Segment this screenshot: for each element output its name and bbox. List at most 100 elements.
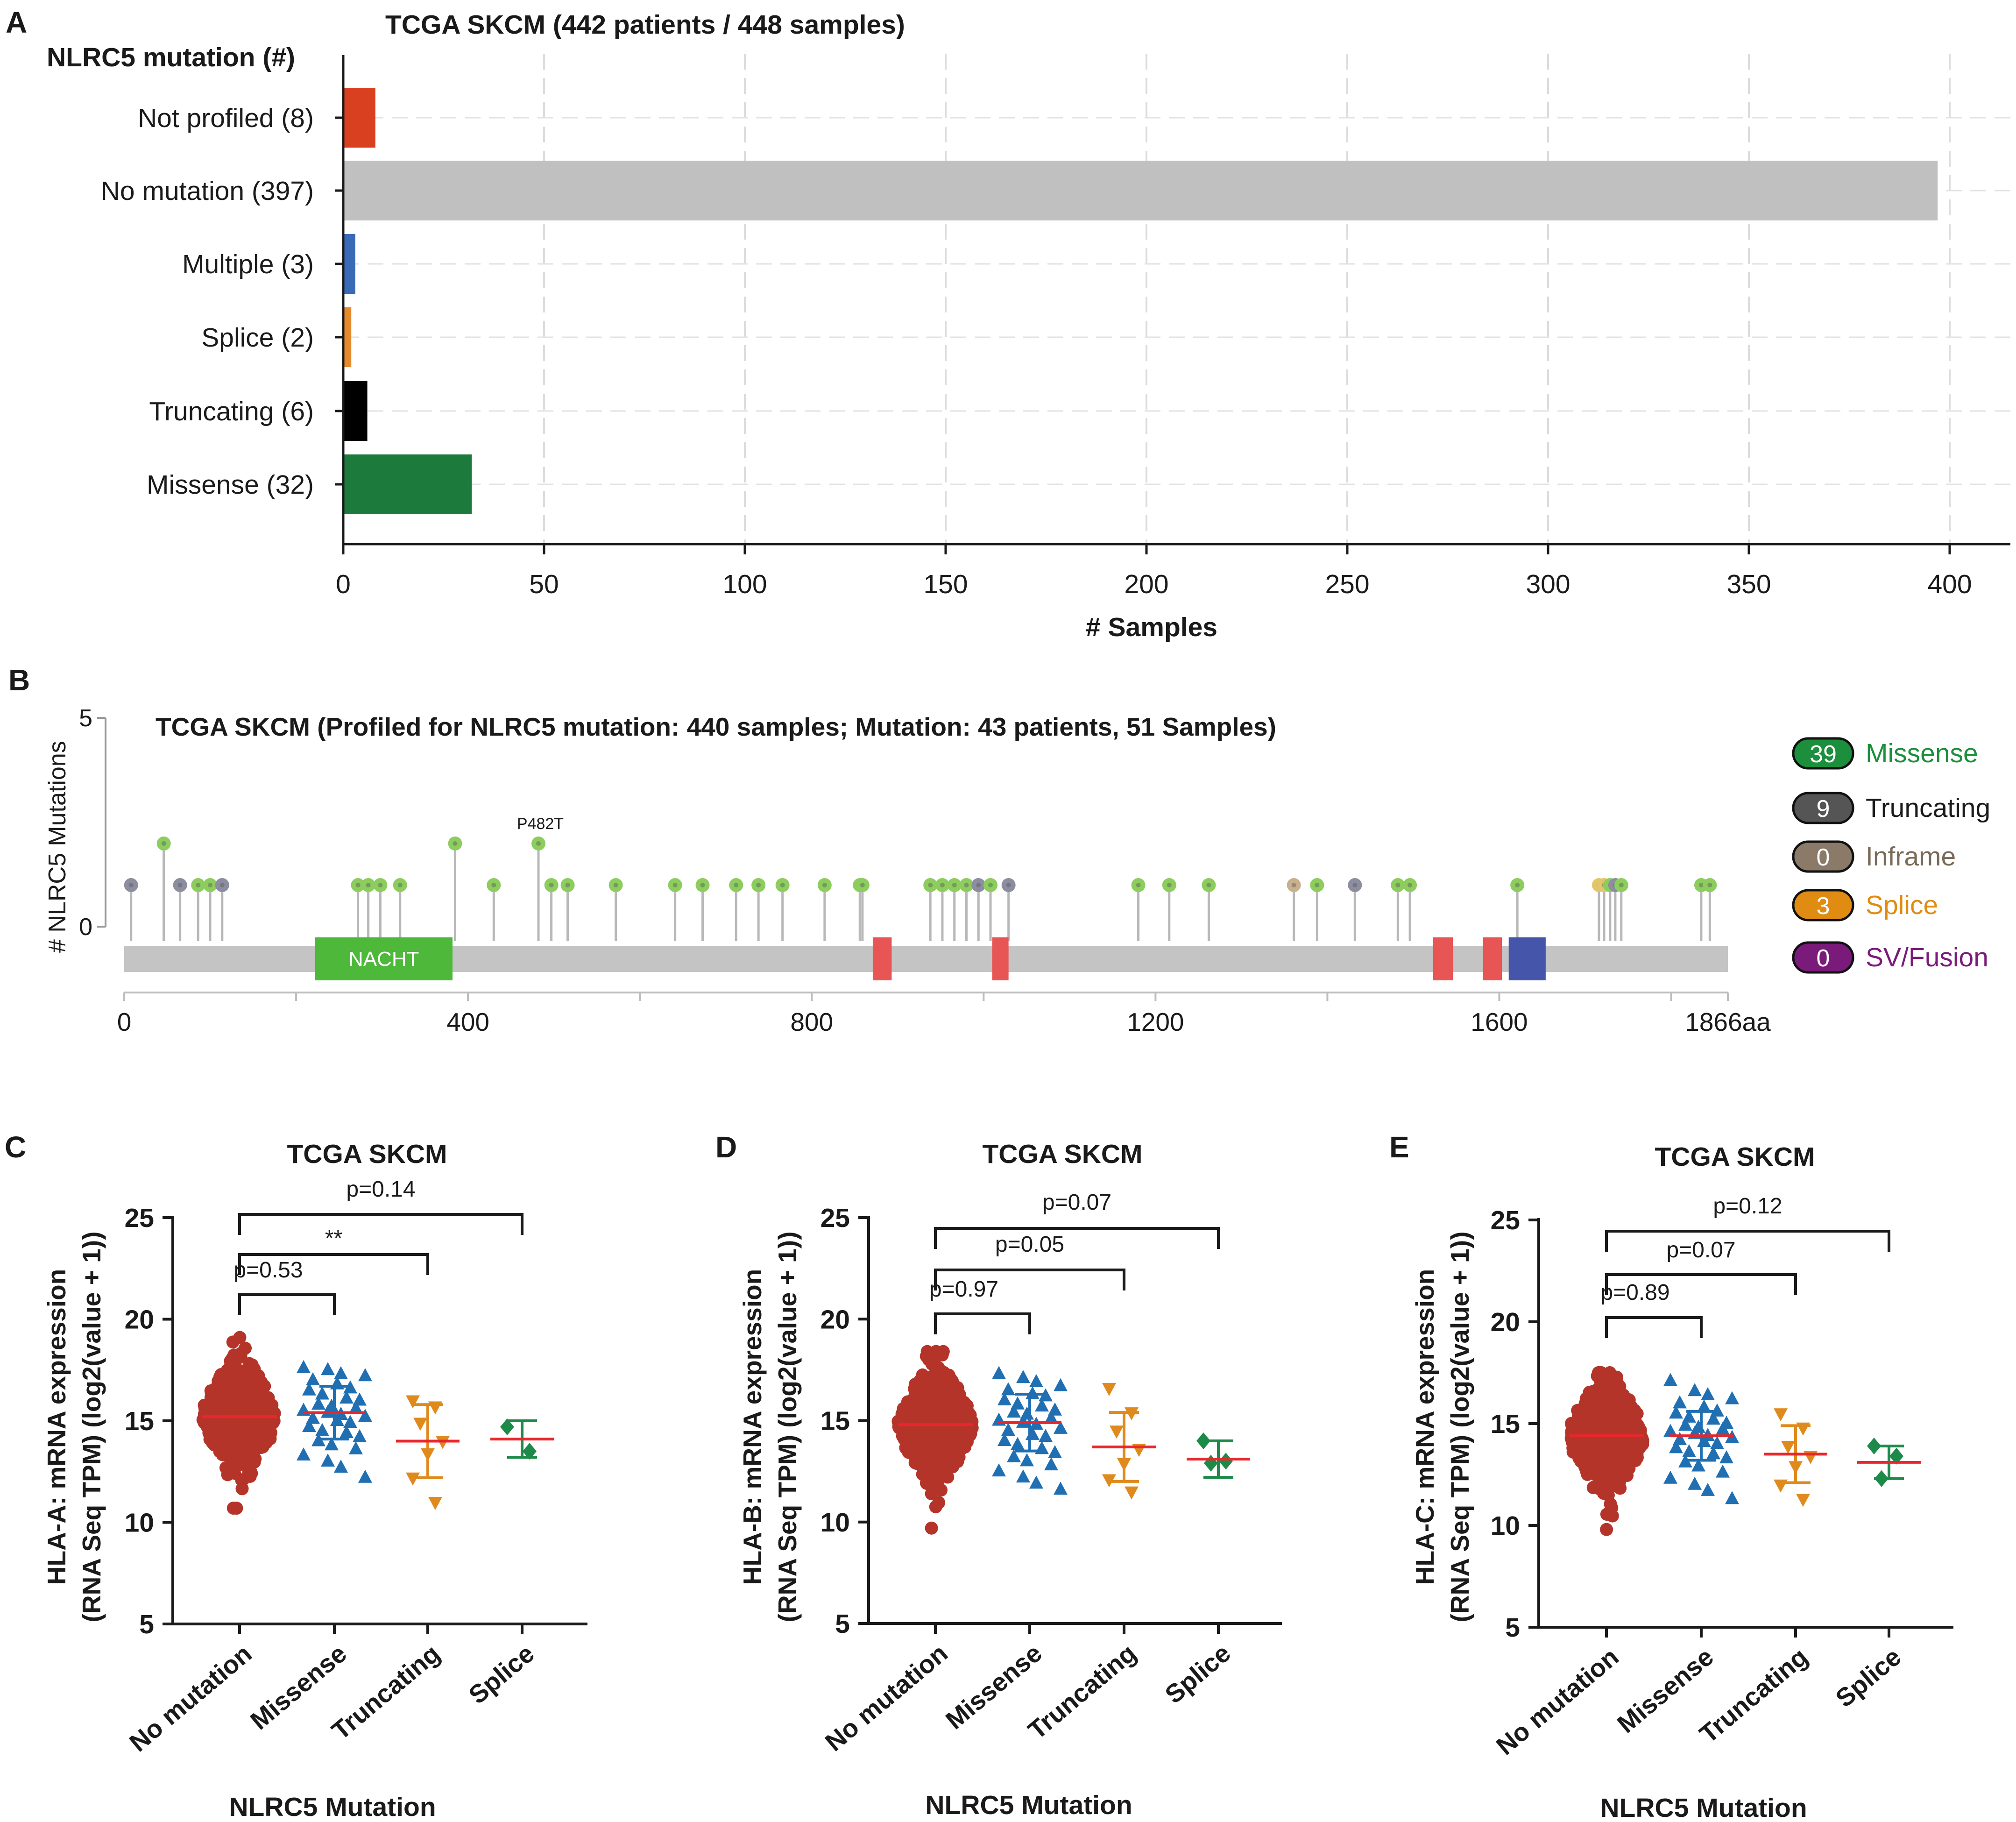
legend-badge xyxy=(1792,792,1854,824)
domain-label: NACHT xyxy=(348,948,419,971)
domain-region xyxy=(1508,937,1546,980)
lollipop-center xyxy=(952,883,957,887)
panel-title: TCGA SKCM xyxy=(287,1139,447,1169)
data-point xyxy=(937,1366,951,1379)
data-point xyxy=(297,1447,311,1460)
y-tick-label: 10 xyxy=(1491,1511,1520,1541)
x-tick-label: No mutation xyxy=(820,1638,953,1757)
legend-badge xyxy=(1792,737,1854,770)
data-point xyxy=(1682,1444,1696,1458)
lollipop-head xyxy=(1403,878,1417,892)
lollipop-center xyxy=(453,841,458,846)
data-point xyxy=(255,1413,269,1426)
data-point xyxy=(1725,1491,1739,1504)
y-tick-label: 10 xyxy=(821,1508,850,1538)
data-point xyxy=(1701,1482,1715,1496)
x-tick-label: 350 xyxy=(1726,569,1771,599)
category-label: Splice (2) xyxy=(201,323,314,353)
domain-region xyxy=(1483,937,1502,980)
lollipop-head xyxy=(531,837,546,851)
legend-count: 0 xyxy=(1817,945,1830,972)
data-point xyxy=(220,1425,234,1439)
data-point xyxy=(302,1382,316,1396)
data-point xyxy=(1597,1463,1610,1477)
y-tick-label: 0 xyxy=(79,914,92,941)
data-point xyxy=(1781,1440,1795,1454)
lollipop-center xyxy=(613,883,618,887)
panel-c: C TCGA SKCM HLA-A: mRNA expression (RNA Seq… xyxy=(5,1130,587,1822)
y-tick-label: 5 xyxy=(1505,1613,1520,1643)
lollipop-head xyxy=(124,878,138,892)
x-tick-label: No mutation xyxy=(1491,1642,1624,1761)
lollipop-head xyxy=(544,878,559,892)
data-point xyxy=(954,1439,968,1453)
data-point xyxy=(1622,1419,1635,1432)
y-tick-label: 20 xyxy=(821,1304,850,1334)
lollipop-head xyxy=(959,878,974,892)
legend-badge xyxy=(1792,840,1854,873)
panel-a-ylabel: NLRC5 mutation (#) xyxy=(47,43,295,72)
lollipop-center xyxy=(700,883,705,887)
data-point xyxy=(1611,1452,1624,1465)
bar xyxy=(343,381,368,441)
lollipop-head xyxy=(156,837,171,851)
data-point xyxy=(221,1363,234,1377)
data-point xyxy=(1568,1417,1581,1431)
p-value-label: p=0.12 xyxy=(1713,1194,1782,1219)
data-point xyxy=(349,1400,363,1414)
data-point xyxy=(523,1443,537,1460)
data-point xyxy=(1719,1450,1733,1464)
y-tick-label: 20 xyxy=(125,1305,154,1335)
data-point xyxy=(211,1388,224,1401)
data-point xyxy=(215,1403,229,1417)
data-point xyxy=(428,1497,442,1510)
lollipop-center xyxy=(1315,883,1320,887)
data-point xyxy=(1054,1420,1068,1434)
y-tick-label: 5 xyxy=(79,705,92,732)
category-label: Not profiled (8) xyxy=(138,103,314,133)
data-point xyxy=(925,1487,938,1501)
lollipop-center xyxy=(940,883,945,887)
data-point xyxy=(1889,1447,1903,1465)
lollipop-center xyxy=(1515,883,1520,887)
domain-region xyxy=(872,937,892,980)
data-point xyxy=(235,1439,248,1452)
lollipop-center xyxy=(128,883,134,887)
y-axis-label-units: (RNA Seq TPM) (log2(value + 1)) xyxy=(1445,1232,1474,1623)
lollipop-head xyxy=(487,878,501,892)
y-tick-label: 25 xyxy=(125,1203,154,1233)
data-point xyxy=(343,1380,357,1394)
panel-a: A TCGA SKCM (442 patients / 448 samples)… xyxy=(6,6,2010,642)
lollipop-head xyxy=(751,878,766,892)
data-point xyxy=(1577,1453,1591,1466)
data-point xyxy=(302,1419,316,1432)
lollipop-center xyxy=(565,883,570,887)
p-value-label: p=0.07 xyxy=(1042,1190,1111,1215)
lollipop-center xyxy=(491,883,496,887)
data-point xyxy=(1588,1480,1602,1493)
data-point xyxy=(1706,1446,1720,1460)
data-point xyxy=(311,1433,325,1446)
data-point xyxy=(936,1468,950,1481)
lollipop-head xyxy=(923,878,938,892)
data-point xyxy=(358,1469,372,1483)
lollipop-head xyxy=(947,878,962,892)
data-point xyxy=(1678,1454,1692,1468)
data-point xyxy=(916,1407,930,1421)
data-point xyxy=(340,1390,354,1404)
data-point xyxy=(343,1415,357,1428)
data-point xyxy=(900,1432,914,1446)
data-point xyxy=(1706,1411,1720,1425)
data-point xyxy=(413,1418,427,1431)
comparison-bracket xyxy=(934,1227,1220,1249)
data-point xyxy=(1564,1432,1578,1445)
data-point xyxy=(321,1362,335,1375)
data-point xyxy=(334,1460,348,1473)
legend-count: 39 xyxy=(1810,741,1837,768)
data-point xyxy=(1774,1408,1788,1422)
lollipop-head xyxy=(935,878,949,892)
data-point xyxy=(962,1425,976,1439)
legend-label: Splice xyxy=(1866,890,1938,920)
legend-badge xyxy=(1792,889,1854,922)
p-value-label: p=0.14 xyxy=(346,1177,415,1202)
